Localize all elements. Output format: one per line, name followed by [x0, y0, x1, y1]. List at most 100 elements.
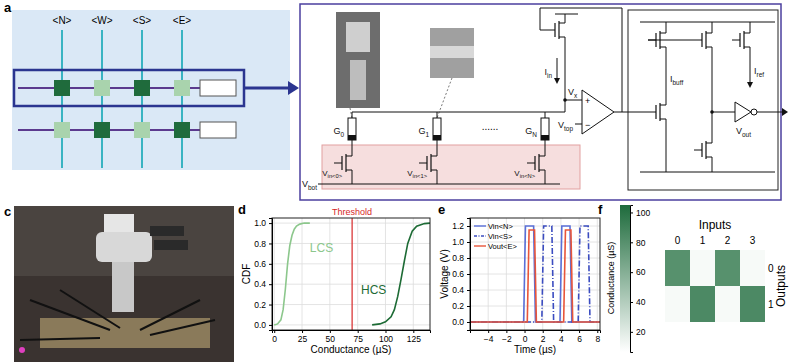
label: Vin<N> — [514, 169, 535, 179]
memristor — [348, 118, 356, 140]
panel-frame — [300, 4, 781, 200]
tick: 60 — [630, 267, 646, 277]
plot-area — [470, 226, 600, 322]
colorbar-axis: 20406080100 — [630, 206, 650, 353]
label: G0 — [333, 126, 344, 138]
tick-mark — [269, 284, 272, 285]
heatmap-cell — [690, 250, 715, 286]
series-line — [470, 226, 600, 322]
tick-label: 125 — [407, 334, 421, 344]
wire — [540, 8, 541, 30]
wire — [437, 179, 438, 184]
transistor-gate-lead — [334, 163, 342, 164]
probe-stage — [40, 318, 210, 348]
label: G1 — [418, 126, 429, 138]
chart-heatmap: 012301InputsOutputs20406080100Conductanc… — [606, 205, 788, 353]
wire — [712, 56, 713, 134]
probe-cable — [60, 290, 120, 328]
label-main: G — [418, 126, 425, 136]
transistor-source — [666, 47, 667, 56]
crosspoint — [94, 80, 110, 96]
wire — [575, 124, 582, 125]
zoom-line — [350, 108, 352, 118]
tick-label: 40 — [636, 297, 646, 307]
tick-mark — [467, 322, 470, 323]
grid — [470, 218, 600, 330]
column-label: 2 — [725, 235, 731, 246]
transistor-source — [565, 37, 566, 46]
axis-line — [471, 331, 601, 334]
tick-mark — [506, 330, 507, 333]
tick-label: 60 — [636, 267, 646, 277]
tick: 0.6 — [254, 259, 272, 269]
grid-line — [329, 218, 330, 330]
tick-label: 0.6 — [254, 259, 266, 269]
neuron-block — [200, 80, 236, 96]
tick: 0 — [523, 330, 528, 344]
ellipsis: ...... — [482, 121, 499, 132]
wire — [565, 46, 566, 112]
microscope-eyepiece — [154, 240, 188, 250]
label-sub: in<0> — [328, 173, 343, 179]
tick-label: 1.0 — [452, 237, 464, 247]
transistor-drain — [545, 147, 546, 156]
series-line — [274, 223, 310, 325]
panel-b: VbotG0Vin<0>G1Vin<1>GNVin<N>......IinVxV… — [300, 4, 788, 200]
ground — [640, 172, 775, 173]
tick-label: 2 — [541, 334, 546, 344]
column-line — [181, 30, 183, 168]
wire — [565, 100, 582, 101]
memristor — [541, 118, 549, 140]
tem-photo — [430, 28, 474, 78]
crosspoint — [54, 122, 70, 138]
transistor-gate-lead — [419, 163, 427, 164]
x-axis-title: Conductance (µS) — [311, 344, 392, 355]
wire — [622, 8, 623, 112]
wire — [712, 112, 735, 113]
tick-mark — [525, 330, 526, 333]
heatmap-cell — [715, 250, 740, 286]
device-photo-detail — [350, 60, 366, 100]
tick: 0 — [272, 330, 277, 344]
panel-a: <N><W><S><E> — [12, 10, 299, 170]
tick-label: 0.8 — [254, 239, 266, 249]
tick: 40 — [630, 297, 646, 307]
column-label: <W> — [91, 15, 112, 26]
legend-label: Vout<E> — [488, 242, 517, 251]
tick-label: 0.2 — [452, 301, 464, 311]
tick-mark — [630, 302, 633, 303]
tick: 0.4 — [254, 279, 272, 289]
series-line — [470, 230, 600, 322]
transistor-drain — [352, 147, 353, 156]
column-line — [141, 30, 143, 168]
wire — [540, 8, 622, 9]
heatmap-cell — [740, 286, 765, 322]
transistor-source — [346, 170, 352, 171]
transistor-source — [539, 170, 545, 171]
tick-label: 0.4 — [452, 285, 464, 295]
comparator-sign: + — [585, 96, 590, 106]
wire — [352, 140, 353, 147]
wire — [750, 22, 751, 24]
camera — [104, 214, 134, 232]
label-main: G — [525, 126, 532, 136]
legend: Vin<N>Vin<S>Vout<E> — [474, 222, 517, 251]
memristor-band — [348, 135, 356, 140]
tick: 0.0 — [254, 320, 272, 330]
series-line — [470, 226, 600, 322]
transistor-source — [660, 47, 666, 48]
transistor-drain — [706, 143, 712, 144]
threshold-label: Threshold — [332, 207, 372, 217]
tick: 2 — [541, 330, 546, 344]
photo-background — [14, 206, 234, 362]
tick: 1.0 — [254, 218, 272, 228]
wire — [545, 112, 546, 118]
axis-line — [273, 331, 431, 334]
legend-swatch — [474, 225, 486, 226]
label-sub: x — [574, 92, 578, 99]
tick-mark — [274, 330, 275, 333]
current-arrow-head — [747, 82, 753, 88]
buffer-frame — [628, 10, 778, 190]
transistor-channel — [705, 31, 706, 49]
tick-mark — [488, 330, 489, 333]
